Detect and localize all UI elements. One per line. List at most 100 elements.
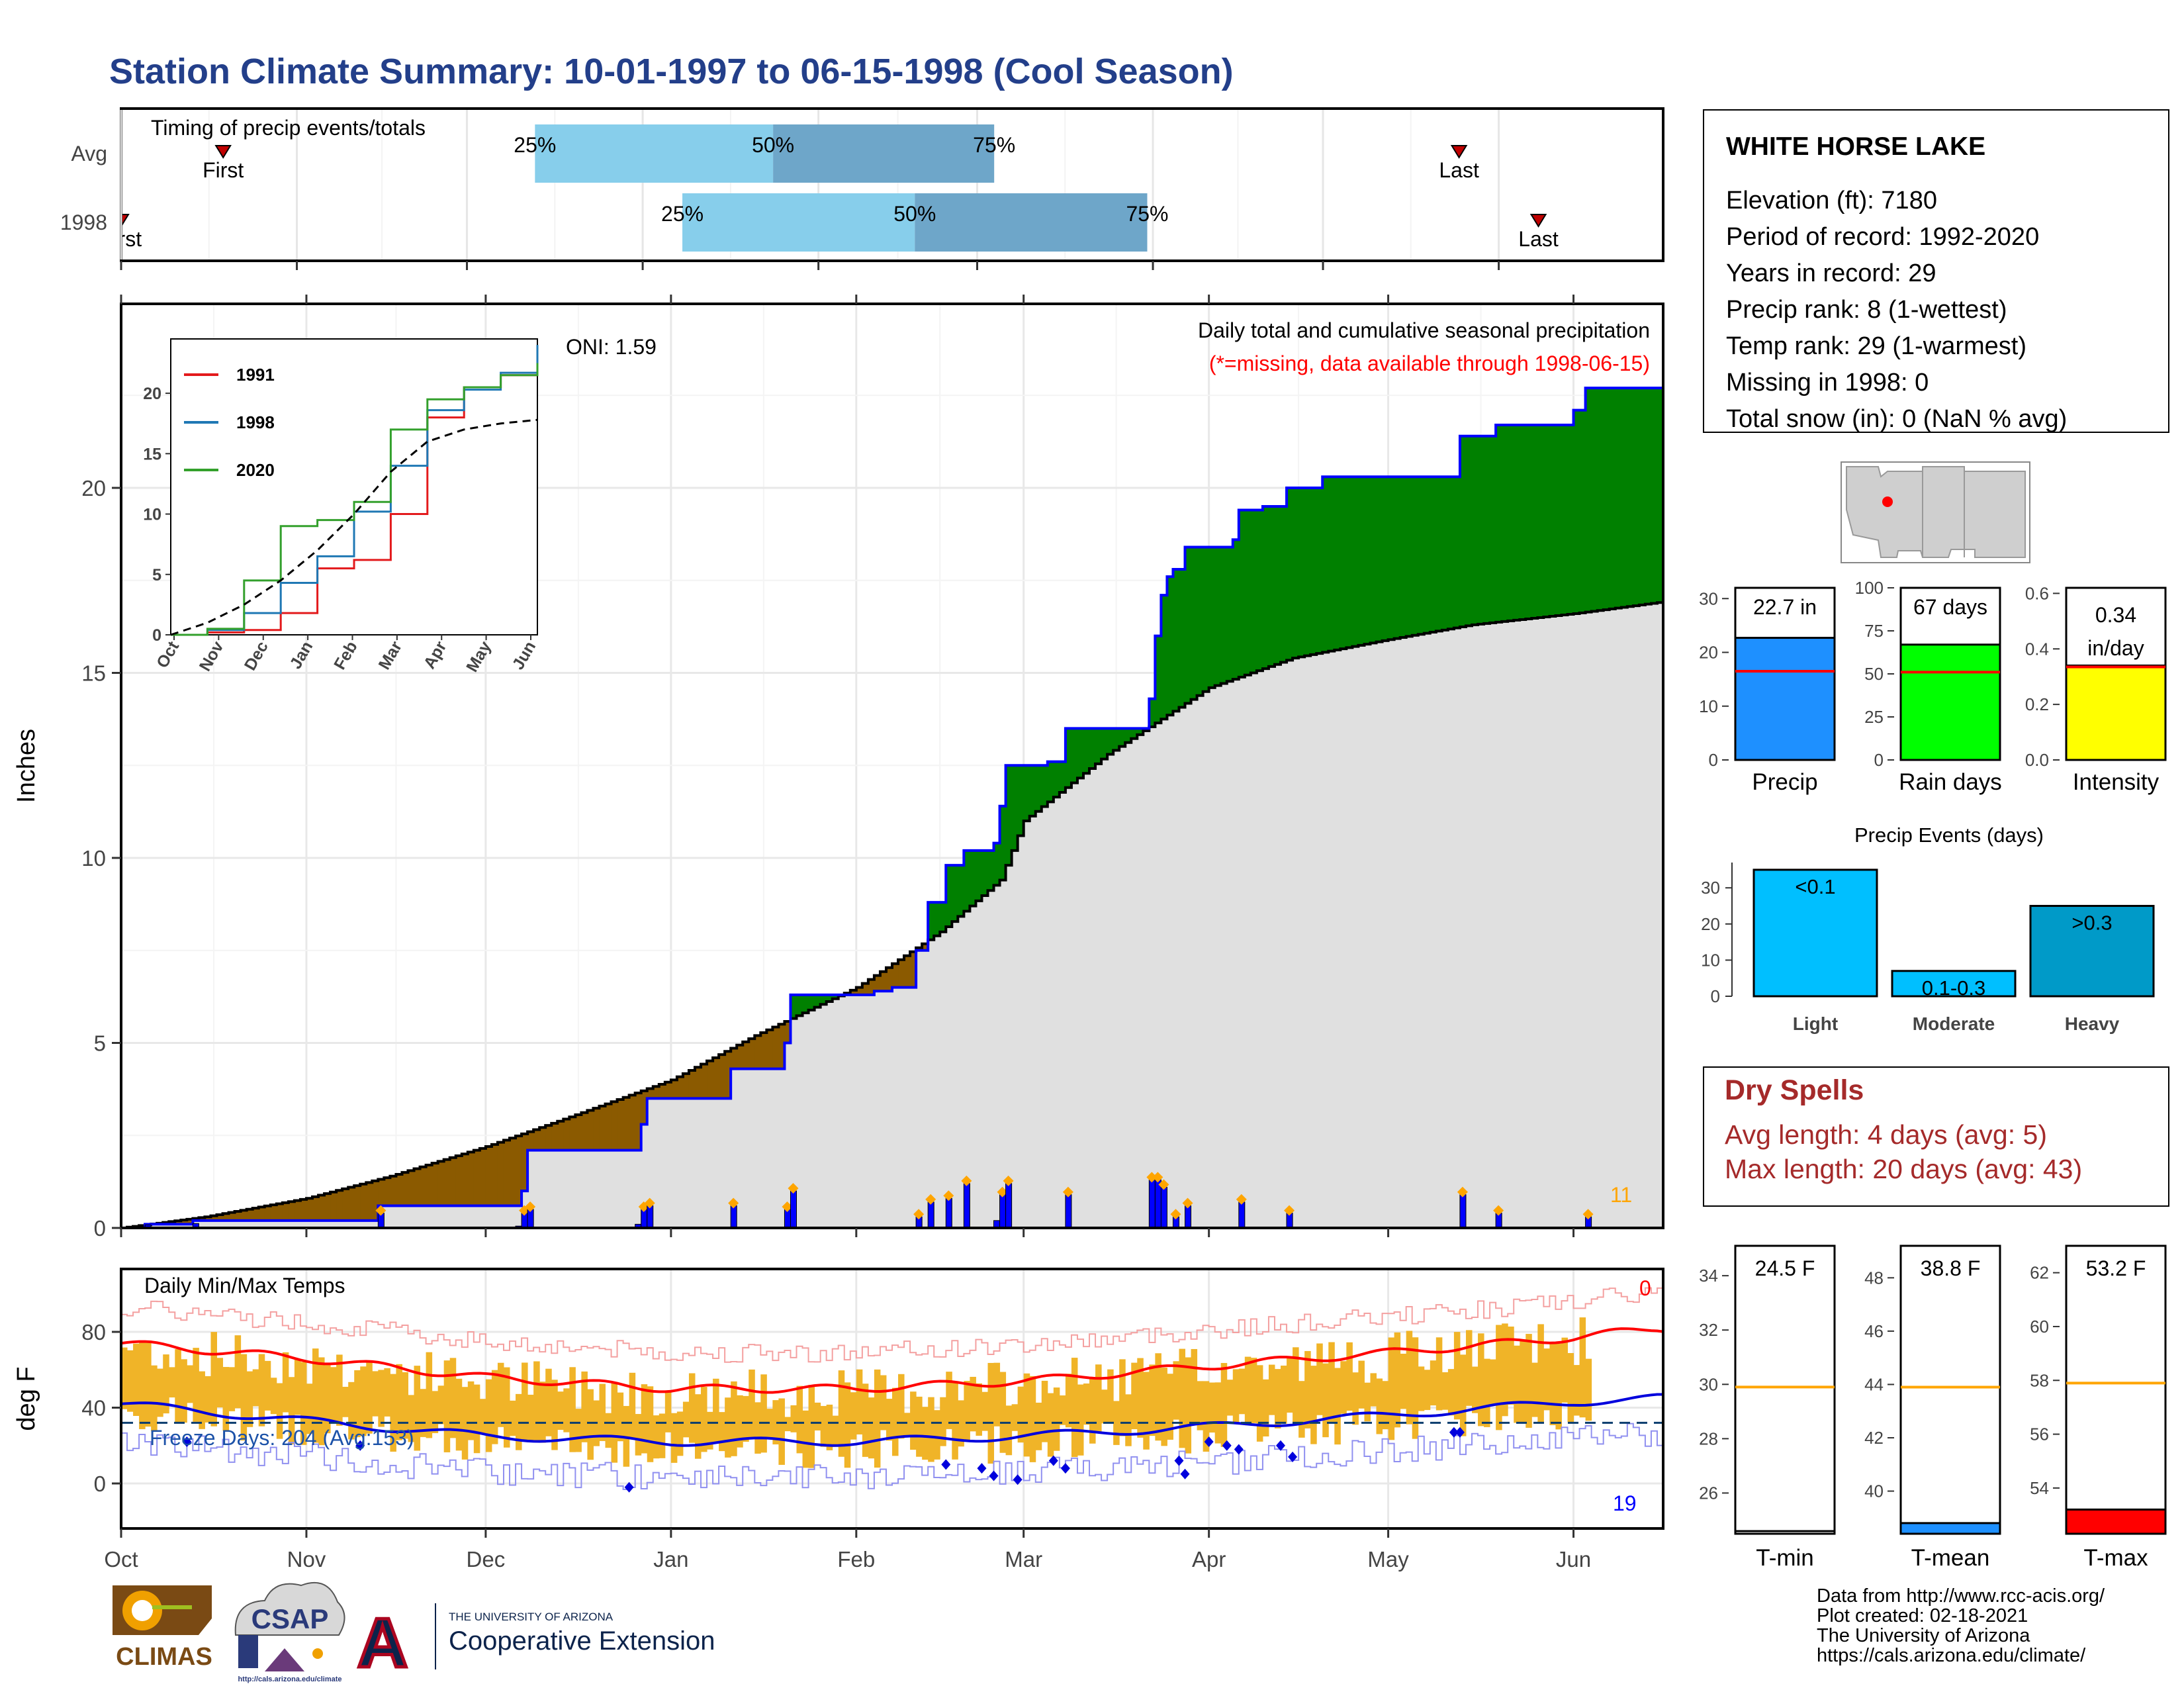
surplus-area	[1531, 424, 1538, 618]
daily-precip-bar	[927, 1201, 934, 1229]
surplus-area	[1119, 728, 1126, 747]
daily-temp-bar	[1435, 1337, 1443, 1411]
record-low-marker	[1222, 1440, 1232, 1451]
temp-summary-category-label: T-max	[2083, 1545, 2148, 1571]
precip-events-category: Heavy	[2065, 1013, 2120, 1034]
inset-ytick-label: 0	[152, 626, 161, 645]
surplus-area	[1095, 728, 1102, 764]
surplus-area	[1268, 506, 1275, 667]
precip-events-bar	[1891, 970, 2017, 998]
surplus-area	[1071, 728, 1078, 783]
daily-temp-bar	[1029, 1376, 1036, 1462]
surplus-area	[1537, 424, 1544, 618]
daily-temp-bar	[467, 1381, 475, 1440]
surplus-area	[1053, 761, 1060, 798]
summary-value-label: 22.7 in	[1753, 595, 1817, 619]
heavy-event-marker	[644, 1197, 655, 1209]
precip-events-ytick-label: 30	[1701, 878, 1720, 898]
daily-precip-bar	[1459, 1194, 1467, 1229]
daily-temp-bar	[1107, 1369, 1114, 1423]
daily-temp-bar	[838, 1370, 845, 1457]
surplus-area	[1657, 388, 1664, 603]
surplus-area	[1459, 436, 1467, 628]
precip-ytick-label: 15	[81, 661, 106, 686]
precip-ytick-label: 20	[81, 476, 106, 500]
timing-first-marker	[122, 214, 130, 226]
daily-temp-bar	[122, 1347, 128, 1409]
avg-min-line	[122, 1393, 1662, 1447]
surplus-area	[790, 994, 797, 1019]
daily-temp-bar	[1119, 1359, 1126, 1436]
record-low-marker	[1288, 1451, 1298, 1462]
temp-summary-bar	[1899, 1522, 2001, 1535]
summary-ytick-label: 0.4	[2025, 639, 2049, 659]
surplus-area	[1496, 424, 1502, 622]
daily-temp-bar	[1484, 1358, 1490, 1427]
daily-temp-bar	[1035, 1402, 1042, 1450]
month-tick-label: May	[1367, 1547, 1409, 1571]
deficit-area	[258, 1207, 265, 1221]
deficit-area	[384, 1178, 390, 1206]
daily-temp-bar	[563, 1388, 570, 1432]
deficit-area	[575, 1115, 582, 1150]
daily-temp-bar	[557, 1391, 564, 1430]
timing-last-marker	[1450, 145, 1468, 159]
surplus-area	[1633, 388, 1640, 606]
location-map	[1841, 461, 2030, 563]
daily-temp-bar	[1525, 1334, 1532, 1428]
record-low-marker	[941, 1459, 951, 1470]
deficit-area	[318, 1195, 325, 1221]
surplus-area	[1412, 477, 1419, 635]
daily-temp-bar	[1185, 1357, 1192, 1454]
timing-first-marker	[214, 145, 232, 159]
daily-temp-bar	[976, 1383, 982, 1436]
station-info-box: WHITE HORSE LAKE Elevation (ft): 7180 Per…	[1703, 109, 2169, 433]
deficit-area	[300, 1199, 307, 1221]
daily-temp-bar	[1179, 1348, 1186, 1448]
deficit-area	[252, 1208, 259, 1221]
temp-bottom-count: 19	[1613, 1491, 1637, 1515]
deficit-area	[599, 1105, 606, 1150]
deficit-area	[270, 1205, 277, 1221]
daily-temp-bar	[1585, 1358, 1592, 1421]
timing-first-label: First	[203, 158, 244, 182]
timing-last-label: Last	[1518, 227, 1559, 251]
daily-temp-bar	[1364, 1382, 1371, 1422]
surplus-area	[1256, 510, 1263, 671]
daily-temp-bar	[366, 1360, 373, 1434]
timing-row-label-avg: Avg	[71, 142, 107, 165]
surplus-area	[832, 994, 839, 999]
surplus-area	[1149, 698, 1156, 727]
temp-summary-ytick-label: 48	[1864, 1268, 1884, 1288]
inset-line-avg	[170, 418, 538, 636]
daily-temp-bar	[688, 1373, 696, 1443]
daily-temp-bar	[1047, 1393, 1054, 1457]
ua-extension-logo: A THE UNIVERSITY OF ARIZONA Cooperative …	[355, 1603, 715, 1684]
station-info-line: Missing in 1998: 0	[1726, 369, 1929, 397]
daily-temp-bar	[1214, 1382, 1222, 1444]
heavy-event-marker	[1493, 1205, 1504, 1216]
precip-events-chart: Precip Events (days) 0 10 20 30 <0.1 Light 0.1-…	[1701, 823, 2155, 1034]
precip-ytick-label: 0	[94, 1216, 106, 1241]
daily-temp-bar	[958, 1400, 964, 1447]
avg-cumulative-area	[121, 602, 1663, 1228]
deficit-area	[569, 1117, 576, 1150]
surplus-area	[1334, 477, 1341, 650]
summary-ytick-label: 10	[1699, 696, 1718, 716]
station-info-line: Precip rank: 8 (1-wettest)	[1726, 296, 2007, 324]
surplus-area	[1358, 477, 1365, 645]
summary-category-label: Precip	[1752, 769, 1817, 795]
deficit-area	[676, 1076, 684, 1099]
daily-temp-bar	[987, 1362, 995, 1464]
daily-precip-bar	[1185, 1205, 1192, 1229]
deficit-area	[372, 1180, 379, 1221]
summary-ytick-label: 75	[1864, 621, 1884, 641]
avg-cumulative-line	[121, 601, 1663, 1229]
surplus-area	[1621, 388, 1628, 608]
daily-temp-bar	[210, 1332, 217, 1427]
daily-temp-bar	[228, 1367, 236, 1411]
surplus-area	[1453, 477, 1461, 628]
daily-temp-bar	[629, 1372, 636, 1439]
surplus-area	[987, 850, 995, 891]
ua-logo-small-text: THE UNIVERSITY OF ARIZONA	[449, 1611, 614, 1623]
